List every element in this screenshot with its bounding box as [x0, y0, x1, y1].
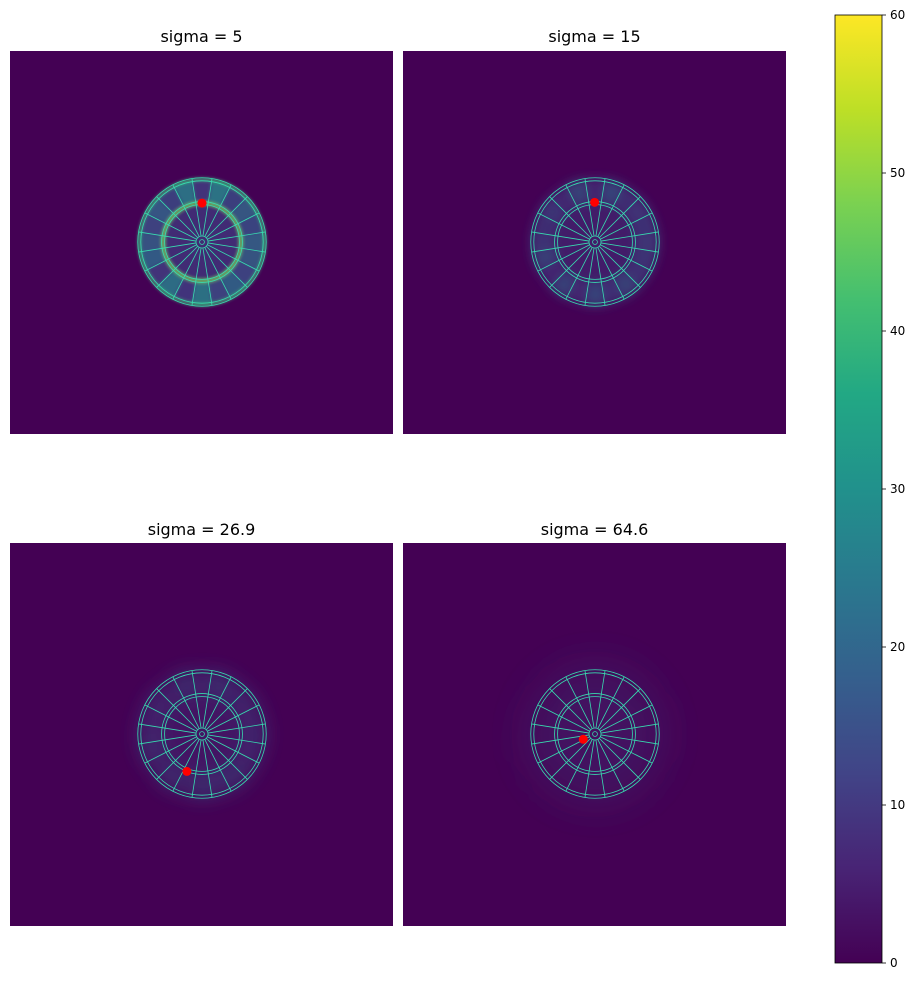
- panel-3: [10, 543, 393, 926]
- colorbar-tick-label: 20: [890, 640, 905, 654]
- dartboard-wireframe: [137, 177, 267, 307]
- panel-title-4: sigma = 64.6: [540, 520, 649, 539]
- dartboard-wireframe: [137, 669, 267, 799]
- colorbar-tick-label: 10: [890, 798, 905, 812]
- colorbar: 0 10 20 30 40 50 60: [834, 8, 905, 970]
- optimum-marker: [182, 766, 192, 776]
- panel-title-2: sigma = 15: [548, 27, 641, 46]
- dartboard-wireframe: [530, 177, 660, 307]
- optimum-marker: [578, 734, 588, 744]
- dartboard-wireframe: [530, 669, 660, 799]
- colorbar-tick-label: 50: [890, 166, 905, 180]
- panel-2: [403, 51, 786, 434]
- panel-1: [10, 51, 393, 434]
- panel-4: [403, 543, 786, 926]
- colorbar-tick-label: 30: [890, 482, 905, 496]
- panel-title-3: sigma = 26.9: [147, 520, 256, 539]
- optimum-marker: [197, 198, 207, 208]
- colorbar-gradient: [834, 14, 883, 964]
- optimum-marker: [590, 197, 600, 207]
- panel-title-1: sigma = 5: [160, 27, 243, 46]
- colorbar-tick-label: 0: [890, 956, 898, 970]
- colorbar-tick-label: 60: [890, 8, 905, 22]
- colorbar-tick-label: 40: [890, 324, 905, 338]
